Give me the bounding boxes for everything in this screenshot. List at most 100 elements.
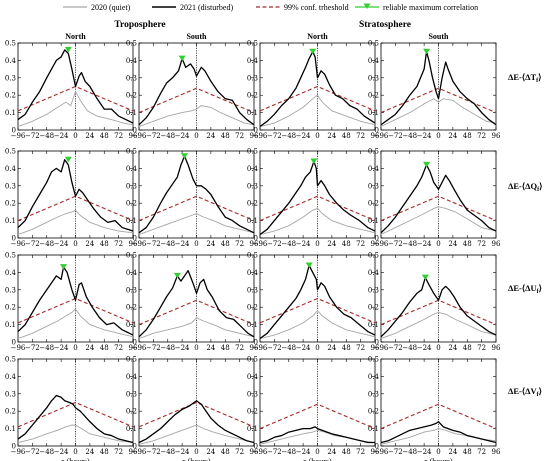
panel-r0-c3-xtick-label-4: 0	[436, 132, 440, 140]
panel-r2-c0-ytick-label-0: 0	[12, 339, 16, 347]
panel-r2-c3-xtick-label-4: 0	[436, 344, 440, 352]
panel-r3-c3-xtick-label-3: −24	[417, 448, 432, 456]
panel-r1-c2-ytick-label-0: 0	[254, 235, 258, 243]
panel-r2-c3-xtick-label-8: 96	[492, 344, 501, 352]
panel-r3-c3-ytick-label-3: 0.3	[368, 390, 379, 398]
panel-r1-c1-xtick-label-8: 96	[250, 240, 259, 248]
panel-r2-c1-ytick-label-3: 0.3	[126, 286, 137, 294]
panel-r1-c3-xtick-label-3: −24	[417, 240, 432, 248]
panel-r1-c2-ytick-label-4: 0.4	[247, 165, 259, 173]
panel-r2-c3-disturbed-line	[380, 276, 497, 338]
panel-r0-c0-ytick-label-3: 0.3	[5, 74, 16, 82]
panel-r2-c0-xtick-label-3: −24	[54, 344, 69, 352]
panel-r3-c0-quiet-line	[17, 424, 134, 443]
panel-r1-c0-xtick-label-8: 96	[129, 240, 138, 248]
panel-r3-c3-xtick-label-1: −72	[388, 448, 403, 456]
panel-r1-c3: 0 0.1 0.2 0.3 0.4 0.5 −96 −72 −48 −24 0 24 48 72 96	[368, 148, 501, 249]
panel-r2-c0-xtick-label-1: −72	[25, 344, 40, 352]
panel-r3-c2-xtick-label-0: −96	[253, 448, 268, 456]
panel-r0-c2-xtick-label-7: 72	[356, 132, 365, 140]
panel-r2-c1-xtick-label-1: −72	[146, 344, 161, 352]
panel-r3-c0-xtick-label-8: 96	[129, 448, 138, 456]
panel-r3-c1-xtick-label-2: −48	[160, 448, 175, 456]
panel-r2-c1-ytick-label-1: 0.1	[126, 321, 137, 329]
panel-r2-c2-threshold-line	[259, 297, 376, 324]
panel-r0-c2-xtick-label-3: −24	[296, 132, 311, 140]
panel-r0-c0-xtick-label-8: 96	[129, 132, 138, 140]
panel-r0-c1-xtick-label-1: −72	[146, 132, 161, 140]
panel-r0-c3-ytick-label-5: 0.5	[368, 40, 379, 48]
panel-r3-c3-ytick-label-4: 0.4	[368, 373, 380, 381]
panel-r2-c2-xtick-label-8: 96	[371, 344, 380, 352]
panel-r2-c0-ytick-label-3: 0.3	[5, 286, 16, 294]
panel-r3-c2-xtick-label-2: −48	[281, 448, 296, 456]
panel-r1-c2-ytick-label-1: 0.1	[247, 217, 258, 225]
panel-r3-c3-ytick-label-0: 0	[375, 443, 379, 451]
panel-r3-c0-ytick-label-1: 0.1	[5, 425, 16, 433]
panel-r0-c1-max-marker	[178, 55, 186, 62]
panel-r2-c0-ytick-label-5: 0.5	[5, 252, 16, 260]
panel-r2-c0-xtick-label-6: 48	[100, 344, 109, 352]
panel-r0-c1-ytick-label-2: 0.2	[126, 92, 137, 100]
panel-r2-c1-xtick-label-0: −96	[132, 344, 147, 352]
panel-r1-c1-xtick-label-7: 72	[235, 240, 244, 248]
panel-r3-c0: 0 0.1 0.2 0.3 0.4 0.5 −96−72−48−24 0 24 48 72 96 τ (…	[5, 356, 138, 461]
panel-r1-c2-xtick-label-2: −48	[281, 240, 296, 248]
panel-r2-c0-ytick-label-1: 0.1	[5, 321, 16, 329]
panel-r2-c1-xtick-label-5: 24	[206, 344, 215, 352]
panel-r2-c1-disturbed-line	[138, 270, 255, 338]
panel-r3-c0-xtick-label-3: −24	[54, 448, 69, 456]
column-title-1: South	[186, 32, 207, 41]
panel-r1-c3-xtick-label-4: 0	[436, 240, 440, 248]
panel-r1-c3-ytick-label-1: 0.1	[368, 217, 379, 225]
panel-r2-c2-disturbed-line	[259, 264, 376, 340]
panel-r1-c0-quiet-line	[17, 209, 134, 235]
panel-r2-c3-max-marker	[421, 274, 429, 281]
panel-r0-c0: North 0 0.1 0.2 0.3 0.4 0.5 −96 −72 −48 −24 0 24 48 72…	[5, 32, 138, 140]
panel-r0-c3-xtick-label-7: 72	[477, 132, 486, 140]
panel-r0-c3-xtick-label-3: −24	[417, 132, 432, 140]
panel-r3-c1-xtick-label-7: 72	[235, 448, 244, 456]
panel-r1-c0-ytick-label-0: 0	[12, 235, 16, 243]
panel-r3-c2-quiet-line	[259, 429, 376, 445]
panel-r1-c2-threshold-line	[259, 195, 376, 222]
panel-r0-c2-threshold-line	[259, 85, 376, 112]
panel-r3-c2-xtick-label-7: 72	[356, 448, 365, 456]
panel-r0-c3-xtick-label-6: 48	[463, 132, 472, 140]
panel-r0-c2-disturbed-line	[259, 51, 376, 128]
panel-r2-c3-xtick-label-2: −48	[402, 344, 417, 352]
panel-r3-c2-ytick-label-0: 0	[254, 443, 258, 451]
panel-r1-c1-ytick-label-1: 0.1	[126, 217, 137, 225]
panel-r1-c0-xtick-label-1: −72	[25, 240, 40, 248]
panel-r1-c3-max-marker	[423, 161, 431, 168]
panel-r1-c2-ytick-label-5: 0.5	[247, 148, 258, 156]
panel-r2-c3-xtick-label-5: 24	[448, 344, 457, 352]
panel-r3-c2-ytick-label-5: 0.5	[247, 356, 258, 364]
panel-r2-c0-disturbed-line	[17, 266, 134, 336]
panel-r0-c0-ytick-label-2: 0.2	[5, 92, 16, 100]
panel-r0-c2-ytick-label-0: 0	[254, 127, 258, 135]
panel-r0-c1-xtick-label-0: −96	[132, 132, 147, 140]
panel-r1-c0-ytick-label-2: 0.2	[5, 200, 16, 208]
panel-r0-c2-xtick-label-0: −96	[253, 132, 268, 140]
panel-r2-c1-xtick-label-2: −48	[160, 344, 175, 352]
panel-r1-c2-disturbed-line	[259, 160, 376, 236]
panel-r3-c1-xtick-label-5: 24	[206, 448, 215, 456]
panel-r0-c1-ytick-label-5: 0.5	[126, 40, 137, 48]
panel-r1-c0-ytick-label-1: 0.1	[5, 217, 16, 225]
row-label-3: ΔE-⟨ΔVf⟩	[508, 386, 542, 398]
panel-r2-c1-ytick-label-2: 0.2	[126, 304, 137, 312]
panel-r3-c0-ytick-label-3: 0.3	[5, 390, 16, 398]
panel-r3-c0-ytick-label-0: 0	[12, 443, 16, 451]
panel-r3-c2-ytick-label-1: 0.1	[247, 425, 258, 433]
panel-r0-c3-quiet-line	[380, 98, 497, 127]
panel-r0-c1-ytick-label-0: 0	[133, 127, 137, 135]
panel-r0-c2-xtick-label-2: −48	[281, 132, 296, 140]
panel-r2-c1-quiet-line	[138, 317, 255, 339]
panel-r3-c1-ytick-label-3: 0.3	[126, 390, 137, 398]
panel-r2-c2-quiet-line	[259, 310, 376, 339]
panel-r3-c0-xtick-label-1: −72	[25, 448, 40, 456]
panel-r1-c3-xtick-label-7: 72	[477, 240, 486, 248]
panel-r1-c2-xtick-label-4: 0	[315, 240, 319, 248]
